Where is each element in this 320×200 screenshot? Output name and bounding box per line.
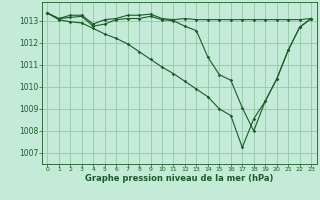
X-axis label: Graphe pression niveau de la mer (hPa): Graphe pression niveau de la mer (hPa) bbox=[85, 174, 273, 183]
